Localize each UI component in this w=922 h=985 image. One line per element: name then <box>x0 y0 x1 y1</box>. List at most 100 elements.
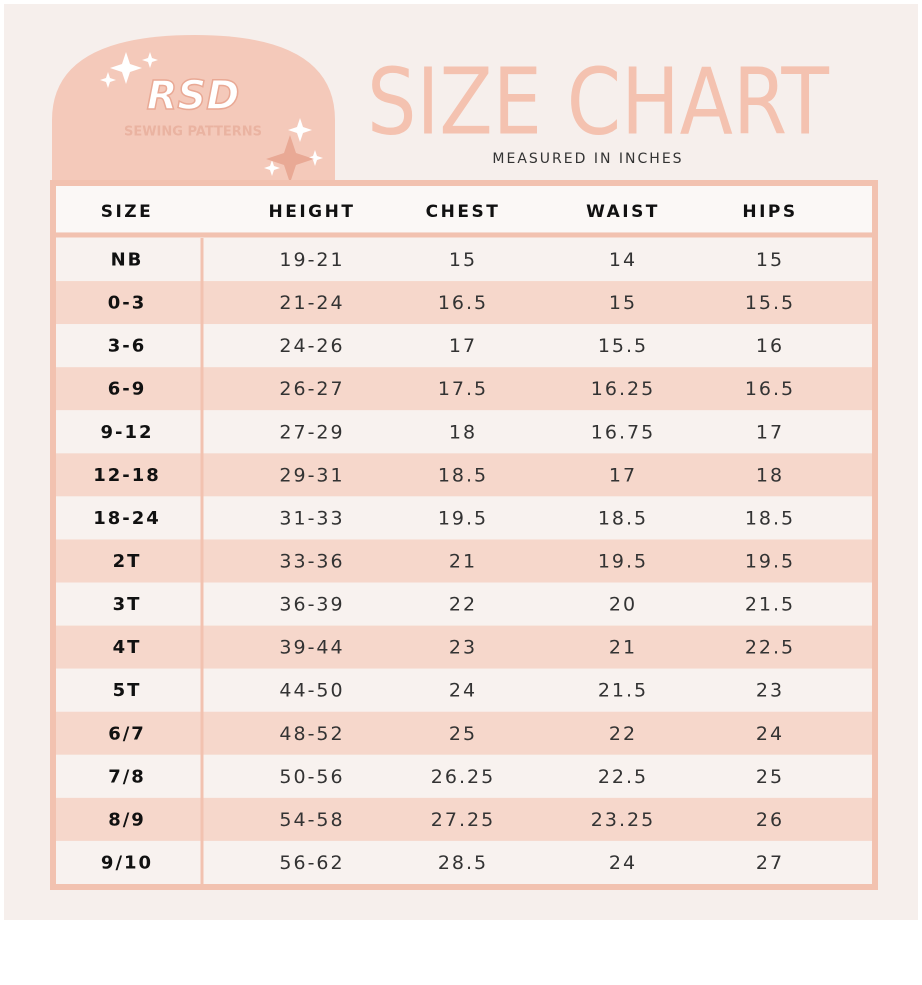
cell: 19.5 <box>745 551 795 573</box>
cell: 18.5 <box>438 464 488 486</box>
table-row <box>56 410 872 454</box>
cell: 16.25 <box>591 378 655 400</box>
sparkle <box>266 135 314 183</box>
table-row <box>56 711 872 755</box>
cell: 28.5 <box>438 852 488 874</box>
cell: 16.75 <box>591 421 655 443</box>
table-body: NB 19-21 15 14 15 0-3 21-24 16.5 15 15.5 3-6 24-26 1… <box>56 238 872 884</box>
table-row <box>56 625 872 669</box>
cell: 17 <box>609 464 637 486</box>
subtitle: MEASURED IN INCHES <box>492 151 683 167</box>
cell: 22.5 <box>598 766 648 788</box>
cell: 44-50 <box>279 680 344 702</box>
cell: 16 <box>756 335 784 357</box>
cell: 54-58 <box>279 809 344 831</box>
table-row <box>56 754 872 798</box>
title: SIZE CHART <box>367 48 830 155</box>
cell: 19-21 <box>279 249 344 271</box>
cell: 24 <box>449 680 477 702</box>
size-cell: 6-9 <box>108 379 147 400</box>
table-row <box>56 582 872 626</box>
table-row <box>56 453 872 497</box>
column-header: SIZE <box>101 202 154 222</box>
column-header: HEIGHT <box>269 202 356 222</box>
cell: 25 <box>756 766 784 788</box>
size-cell: 3T <box>113 594 142 615</box>
size-cell: 2T <box>113 551 142 572</box>
cell: 20 <box>609 594 637 616</box>
cell: 22.5 <box>745 637 795 659</box>
cell: 15 <box>756 249 784 271</box>
cell: 17 <box>449 335 477 357</box>
cell: 18.5 <box>745 507 795 529</box>
cell: 50-56 <box>279 766 344 788</box>
size-cell: NB <box>111 250 144 271</box>
cell: 22 <box>609 723 637 745</box>
size-cell: 18-24 <box>93 508 161 529</box>
cell: 21-24 <box>279 292 344 314</box>
cell: 16.5 <box>745 378 795 400</box>
cell: 15 <box>609 292 637 314</box>
cell: 25 <box>449 723 477 745</box>
cell: 31-33 <box>279 507 344 529</box>
header-row <box>56 186 872 232</box>
table-row <box>56 367 872 411</box>
cell: 21 <box>449 551 477 573</box>
cell: 26-27 <box>279 378 344 400</box>
cell: 21.5 <box>598 680 648 702</box>
cell: 22 <box>449 594 477 616</box>
size-cell: 5T <box>113 680 142 701</box>
cell: 14 <box>609 249 637 271</box>
cell: 18 <box>756 464 784 486</box>
size-cell: 9-12 <box>100 422 153 443</box>
size-cell: 9/10 <box>101 852 153 873</box>
cell: 15 <box>449 249 477 271</box>
cell: 19.5 <box>438 507 488 529</box>
cell: 24 <box>756 723 784 745</box>
cell: 23 <box>449 637 477 659</box>
table-row <box>56 496 872 540</box>
size-cell: 6/7 <box>108 723 146 744</box>
cell: 21.5 <box>745 594 795 616</box>
size-cell: 4T <box>113 637 142 658</box>
table-row <box>56 238 872 282</box>
size-cell: 8/9 <box>108 809 146 830</box>
cell: 27-29 <box>279 421 344 443</box>
column-header: WAIST <box>586 202 660 222</box>
size-cell: 12-18 <box>93 465 161 486</box>
logo-subtitle: SEWING PATTERNS <box>124 125 262 140</box>
cell: 23.25 <box>591 809 655 831</box>
cell: 48-52 <box>279 723 344 745</box>
size-cell: 7/8 <box>108 766 146 787</box>
cell: 24 <box>609 852 637 874</box>
cell: 21 <box>609 637 637 659</box>
table-row <box>56 840 872 884</box>
cell: 56-62 <box>279 852 344 874</box>
logo-title: RSD <box>147 73 240 119</box>
cell: 24-26 <box>279 335 344 357</box>
cell: 16.5 <box>438 292 488 314</box>
size-cell: 0-3 <box>108 293 147 314</box>
column-header: CHEST <box>426 202 501 222</box>
cell: 15.5 <box>745 292 795 314</box>
cell: 19.5 <box>598 551 648 573</box>
table-row <box>56 281 872 325</box>
cell: 39-44 <box>279 637 344 659</box>
table-row <box>56 797 872 841</box>
cell: 27 <box>756 852 784 874</box>
column-header: HIPS <box>742 202 797 222</box>
cell: 26.25 <box>431 766 495 788</box>
cell: 15.5 <box>598 335 648 357</box>
cell: 18 <box>449 421 477 443</box>
cell: 26 <box>756 809 784 831</box>
cell: 29-31 <box>279 464 344 486</box>
cell: 33-36 <box>279 551 344 573</box>
cell: 17 <box>756 421 784 443</box>
cell: 36-39 <box>279 594 344 616</box>
cell: 27.25 <box>431 809 495 831</box>
size-cell: 3-6 <box>108 336 147 357</box>
table-row <box>56 539 872 583</box>
sparkles <box>100 52 323 176</box>
cell: 23 <box>756 680 784 702</box>
